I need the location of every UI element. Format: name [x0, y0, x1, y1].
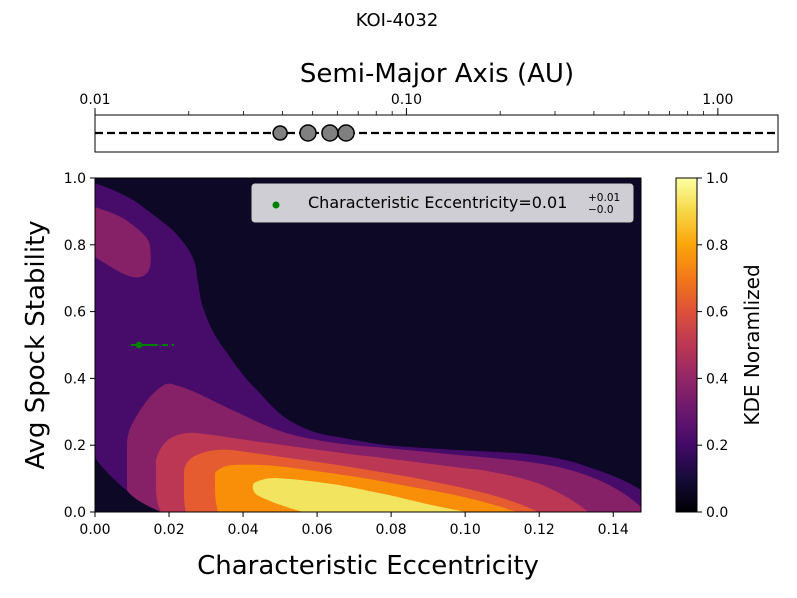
legend-sub: −0.0 [588, 204, 614, 216]
eccentricity-point [135, 341, 143, 349]
legend: Characteristic Eccentricity=0.01 +0.01 −… [251, 183, 634, 223]
y-tick-label: 0.6 [64, 305, 86, 321]
planet-marker [299, 124, 317, 142]
colorbar [675, 177, 698, 513]
legend-box [251, 183, 634, 223]
y-tick-label: 0.4 [64, 371, 86, 387]
legend-label: Characteristic Eccentricity=0.01 [308, 193, 567, 212]
top-tick-label: 0.01 [79, 92, 110, 108]
colorbar-tick-label: 1.0 [706, 171, 728, 187]
x-tick-label: 0.04 [227, 522, 258, 538]
figure-title: KOI-4032 [356, 10, 439, 31]
plot-frame [94, 177, 642, 513]
x-tick-label: 0.02 [153, 522, 184, 538]
planet-marker [272, 125, 288, 141]
kde-contour-plot [95, 178, 641, 512]
top-axis-ticks: 0.01 0.10 1.00 [79, 92, 733, 115]
eccentricity-marker [131, 341, 174, 349]
x-tick-label: 0.00 [79, 522, 110, 538]
legend-marker [272, 201, 280, 209]
colorbar-tick-label: 0.6 [706, 305, 728, 321]
top-tick-label: 1.00 [702, 92, 733, 108]
colorbar-tick-label: 0.0 [706, 505, 728, 521]
x-tick-label: 0.12 [524, 522, 555, 538]
y-tick-label: 1.0 [64, 171, 86, 187]
colorbar-label: KDE Noramlized [740, 264, 764, 425]
colorbar-tick-label: 0.2 [706, 438, 728, 454]
contour-level-6 [252, 478, 467, 512]
contour-level-2-upper [95, 207, 151, 278]
planet-marker [321, 124, 339, 142]
y-tick-label: 0.2 [64, 438, 86, 454]
colorbar-tick-label: 0.4 [706, 371, 728, 387]
colorbar-tick-label: 0.8 [706, 238, 728, 254]
legend-sup: +0.01 [588, 192, 620, 204]
colorbar-ticks: 0.0 0.2 0.4 0.6 0.8 1.0 [697, 171, 728, 521]
planet-marker [337, 124, 355, 142]
main-axis-ticks: 0.00 0.02 0.04 0.06 0.08 0.10 0.12 0.14 0.0 0.2 0.… [64, 171, 629, 538]
x-tick-label: 0.06 [302, 522, 333, 538]
x-tick-label: 0.14 [598, 522, 629, 538]
top-tick-label: 0.10 [391, 92, 422, 108]
x-tick-label: 0.10 [450, 522, 481, 538]
x-axis-label: Characteristic Eccentricity [197, 551, 539, 581]
top-axis-frame [94, 114, 779, 153]
top-axis-title: Semi-Major Axis (AU) [300, 59, 574, 89]
y-tick-label: 0.8 [64, 238, 86, 254]
planet-markers [272, 124, 355, 142]
y-tick-label: 0.0 [64, 505, 86, 521]
y-axis-label: Avg Spock Stability [21, 220, 51, 469]
x-tick-label: 0.08 [376, 522, 407, 538]
